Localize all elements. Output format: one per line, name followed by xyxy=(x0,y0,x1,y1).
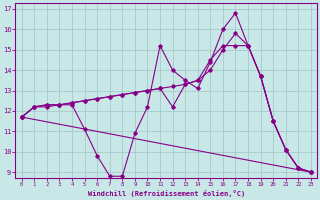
X-axis label: Windchill (Refroidissement éolien,°C): Windchill (Refroidissement éolien,°C) xyxy=(88,190,245,197)
